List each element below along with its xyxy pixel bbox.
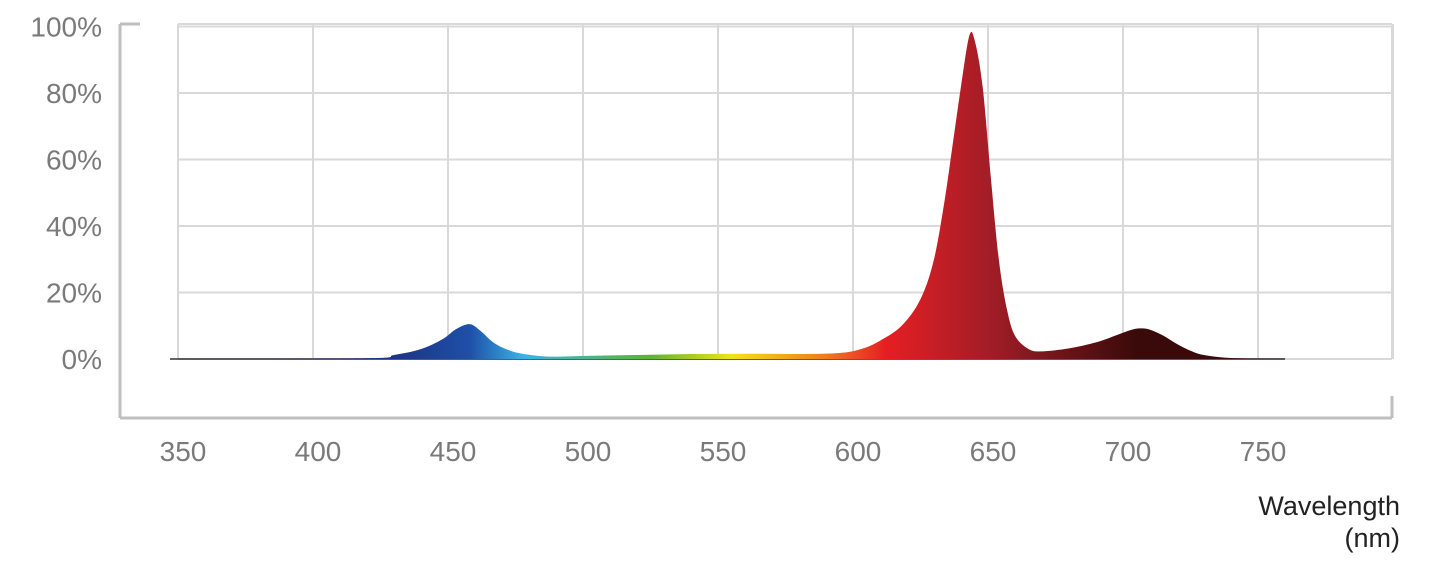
y-tick-label: 80% (46, 78, 102, 109)
grid-lines (177, 23, 1394, 360)
x-tick-labels: 350 400 450 500 550 600 650 700 750 (160, 436, 1287, 467)
spectrum-area (178, 31, 1285, 360)
y-tick-label: 20% (46, 278, 102, 309)
x-axis-title-line: (nm) (1345, 523, 1401, 553)
x-tick-label: 450 (430, 436, 477, 467)
x-tick-label: 550 (700, 436, 747, 467)
x-tick-label: 400 (295, 436, 342, 467)
x-tick-label: 650 (970, 436, 1017, 467)
x-tick-label: 750 (1240, 436, 1287, 467)
x-axis-title-line: Wavelength (1258, 491, 1400, 521)
y-tick-label: 40% (46, 211, 102, 242)
y-tick-label: 60% (46, 145, 102, 176)
x-tick-label: 700 (1105, 436, 1152, 467)
x-axis-title: Wavelength (nm) (1258, 491, 1400, 553)
x-tick-label: 600 (835, 436, 882, 467)
y-tick-label: 0% (62, 344, 102, 375)
y-tick-label: 100% (30, 12, 102, 43)
x-tick-label: 350 (160, 436, 207, 467)
y-tick-labels: 0% 20% 40% 60% 80% 100% (30, 12, 102, 376)
x-tick-label: 500 (565, 436, 612, 467)
